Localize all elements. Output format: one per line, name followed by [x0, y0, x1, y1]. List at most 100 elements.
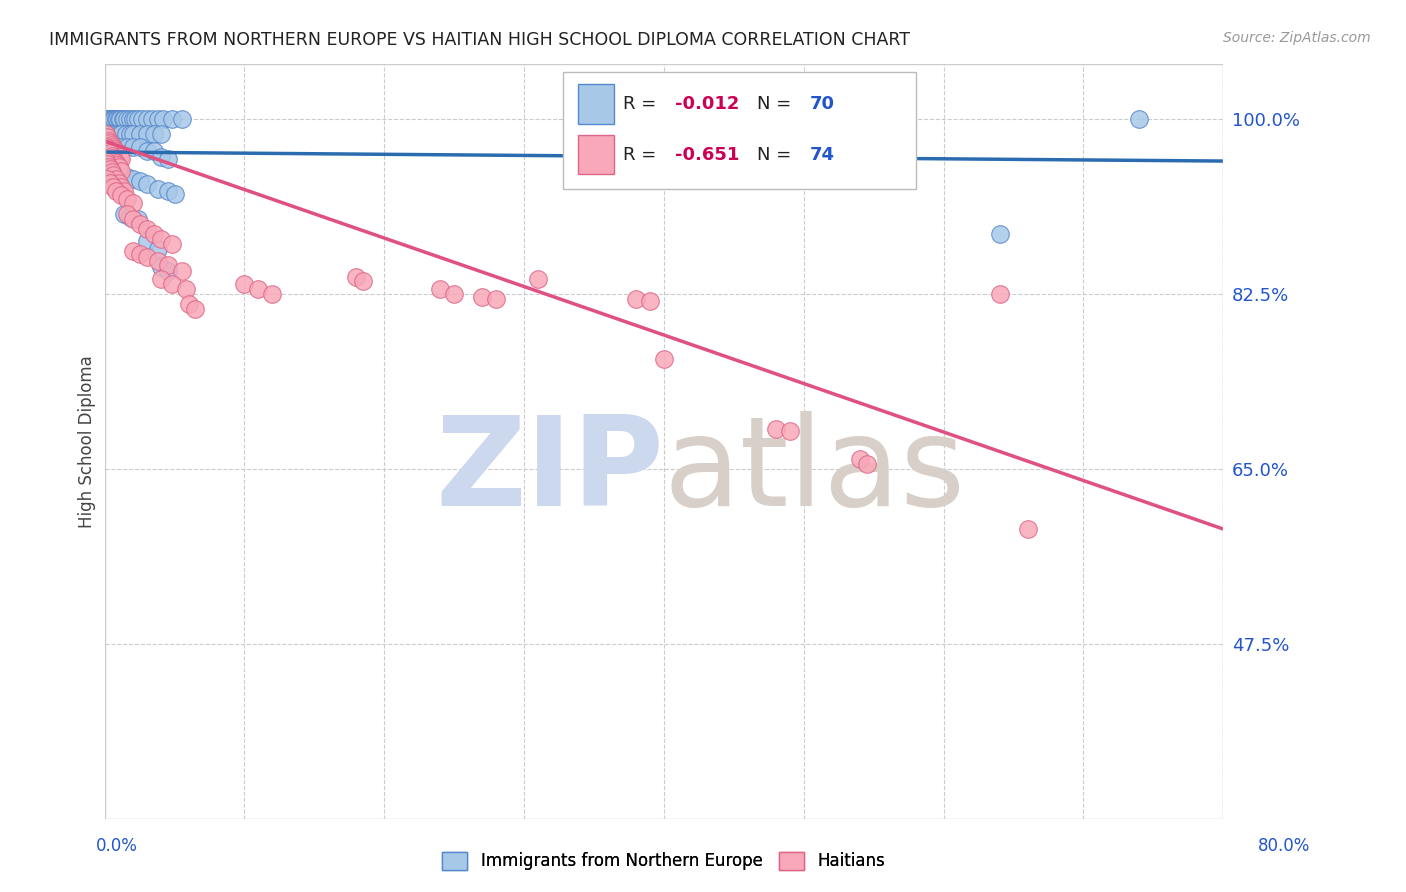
- Point: [103, 142, 125, 156]
- Point: [110, 180, 132, 194]
- Point: [104, 156, 127, 170]
- Point: [111, 112, 134, 126]
- Point: [131, 112, 153, 126]
- Point: [177, 297, 200, 311]
- Point: [156, 152, 179, 166]
- Point: [170, 112, 193, 126]
- Point: [100, 149, 122, 163]
- Point: [103, 112, 125, 126]
- Point: [110, 152, 132, 166]
- Point: [104, 172, 127, 186]
- Point: [471, 290, 494, 304]
- Point: [779, 424, 801, 438]
- Point: [652, 352, 675, 367]
- Point: [344, 270, 367, 285]
- Point: [142, 144, 165, 158]
- Point: [97, 134, 120, 148]
- Point: [105, 112, 128, 126]
- Point: [149, 232, 172, 246]
- Point: [638, 293, 661, 308]
- Point: [98, 176, 121, 190]
- Point: [94, 112, 117, 126]
- Point: [94, 140, 117, 154]
- Point: [118, 210, 141, 224]
- Point: [174, 282, 197, 296]
- Point: [146, 182, 169, 196]
- Point: [100, 165, 122, 179]
- Point: [485, 292, 508, 306]
- Point: [765, 422, 787, 436]
- Legend: Immigrants from Northern Europe, Haitians: Immigrants from Northern Europe, Haitian…: [434, 843, 894, 879]
- Text: N =: N =: [756, 95, 797, 113]
- Point: [96, 112, 118, 126]
- Point: [121, 112, 143, 126]
- Point: [121, 172, 143, 186]
- Point: [1128, 112, 1150, 126]
- Point: [149, 150, 172, 164]
- Point: [104, 144, 127, 158]
- Point: [163, 187, 186, 202]
- Point: [112, 207, 135, 221]
- Point: [146, 242, 169, 256]
- Point: [107, 176, 129, 190]
- Point: [127, 212, 149, 227]
- Point: [114, 127, 136, 141]
- Point: [101, 151, 124, 165]
- Text: atlas: atlas: [664, 411, 966, 533]
- Text: 0.0%: 0.0%: [96, 837, 138, 855]
- Point: [100, 138, 122, 153]
- Point: [170, 264, 193, 278]
- Text: R =: R =: [623, 145, 662, 163]
- FancyBboxPatch shape: [564, 71, 915, 188]
- Point: [429, 282, 451, 296]
- Point: [262, 287, 284, 301]
- Text: N =: N =: [756, 145, 797, 163]
- Point: [141, 112, 163, 126]
- Point: [115, 169, 138, 184]
- Point: [121, 140, 143, 154]
- Point: [101, 127, 124, 141]
- Point: [110, 188, 132, 202]
- Point: [107, 112, 129, 126]
- Point: [94, 127, 117, 141]
- Point: [443, 287, 465, 301]
- Point: [97, 160, 120, 174]
- Point: [793, 112, 815, 126]
- Text: 70: 70: [810, 95, 834, 113]
- Point: [855, 457, 877, 471]
- FancyBboxPatch shape: [578, 135, 613, 174]
- Point: [128, 140, 150, 154]
- Point: [128, 174, 150, 188]
- Point: [101, 112, 124, 126]
- Point: [233, 277, 256, 291]
- Point: [160, 277, 183, 291]
- Text: -0.651: -0.651: [675, 145, 740, 163]
- Point: [156, 184, 179, 198]
- Point: [105, 146, 128, 161]
- Point: [110, 167, 132, 181]
- Point: [128, 217, 150, 231]
- Point: [135, 112, 157, 126]
- Point: [98, 136, 121, 150]
- Point: [115, 207, 138, 221]
- Point: [352, 274, 374, 288]
- Text: -0.012: -0.012: [675, 95, 740, 113]
- Point: [118, 127, 141, 141]
- Point: [98, 112, 121, 126]
- Point: [152, 112, 174, 126]
- Point: [142, 127, 165, 141]
- Point: [184, 301, 207, 316]
- Point: [103, 154, 125, 169]
- Point: [142, 227, 165, 241]
- Text: 74: 74: [810, 145, 834, 163]
- Point: [96, 172, 118, 186]
- Point: [97, 140, 120, 154]
- Point: [96, 130, 118, 145]
- Point: [115, 192, 138, 206]
- Point: [101, 168, 124, 182]
- Text: R =: R =: [623, 95, 662, 113]
- Point: [101, 180, 124, 194]
- Point: [149, 127, 172, 141]
- Point: [97, 144, 120, 158]
- Point: [121, 196, 143, 211]
